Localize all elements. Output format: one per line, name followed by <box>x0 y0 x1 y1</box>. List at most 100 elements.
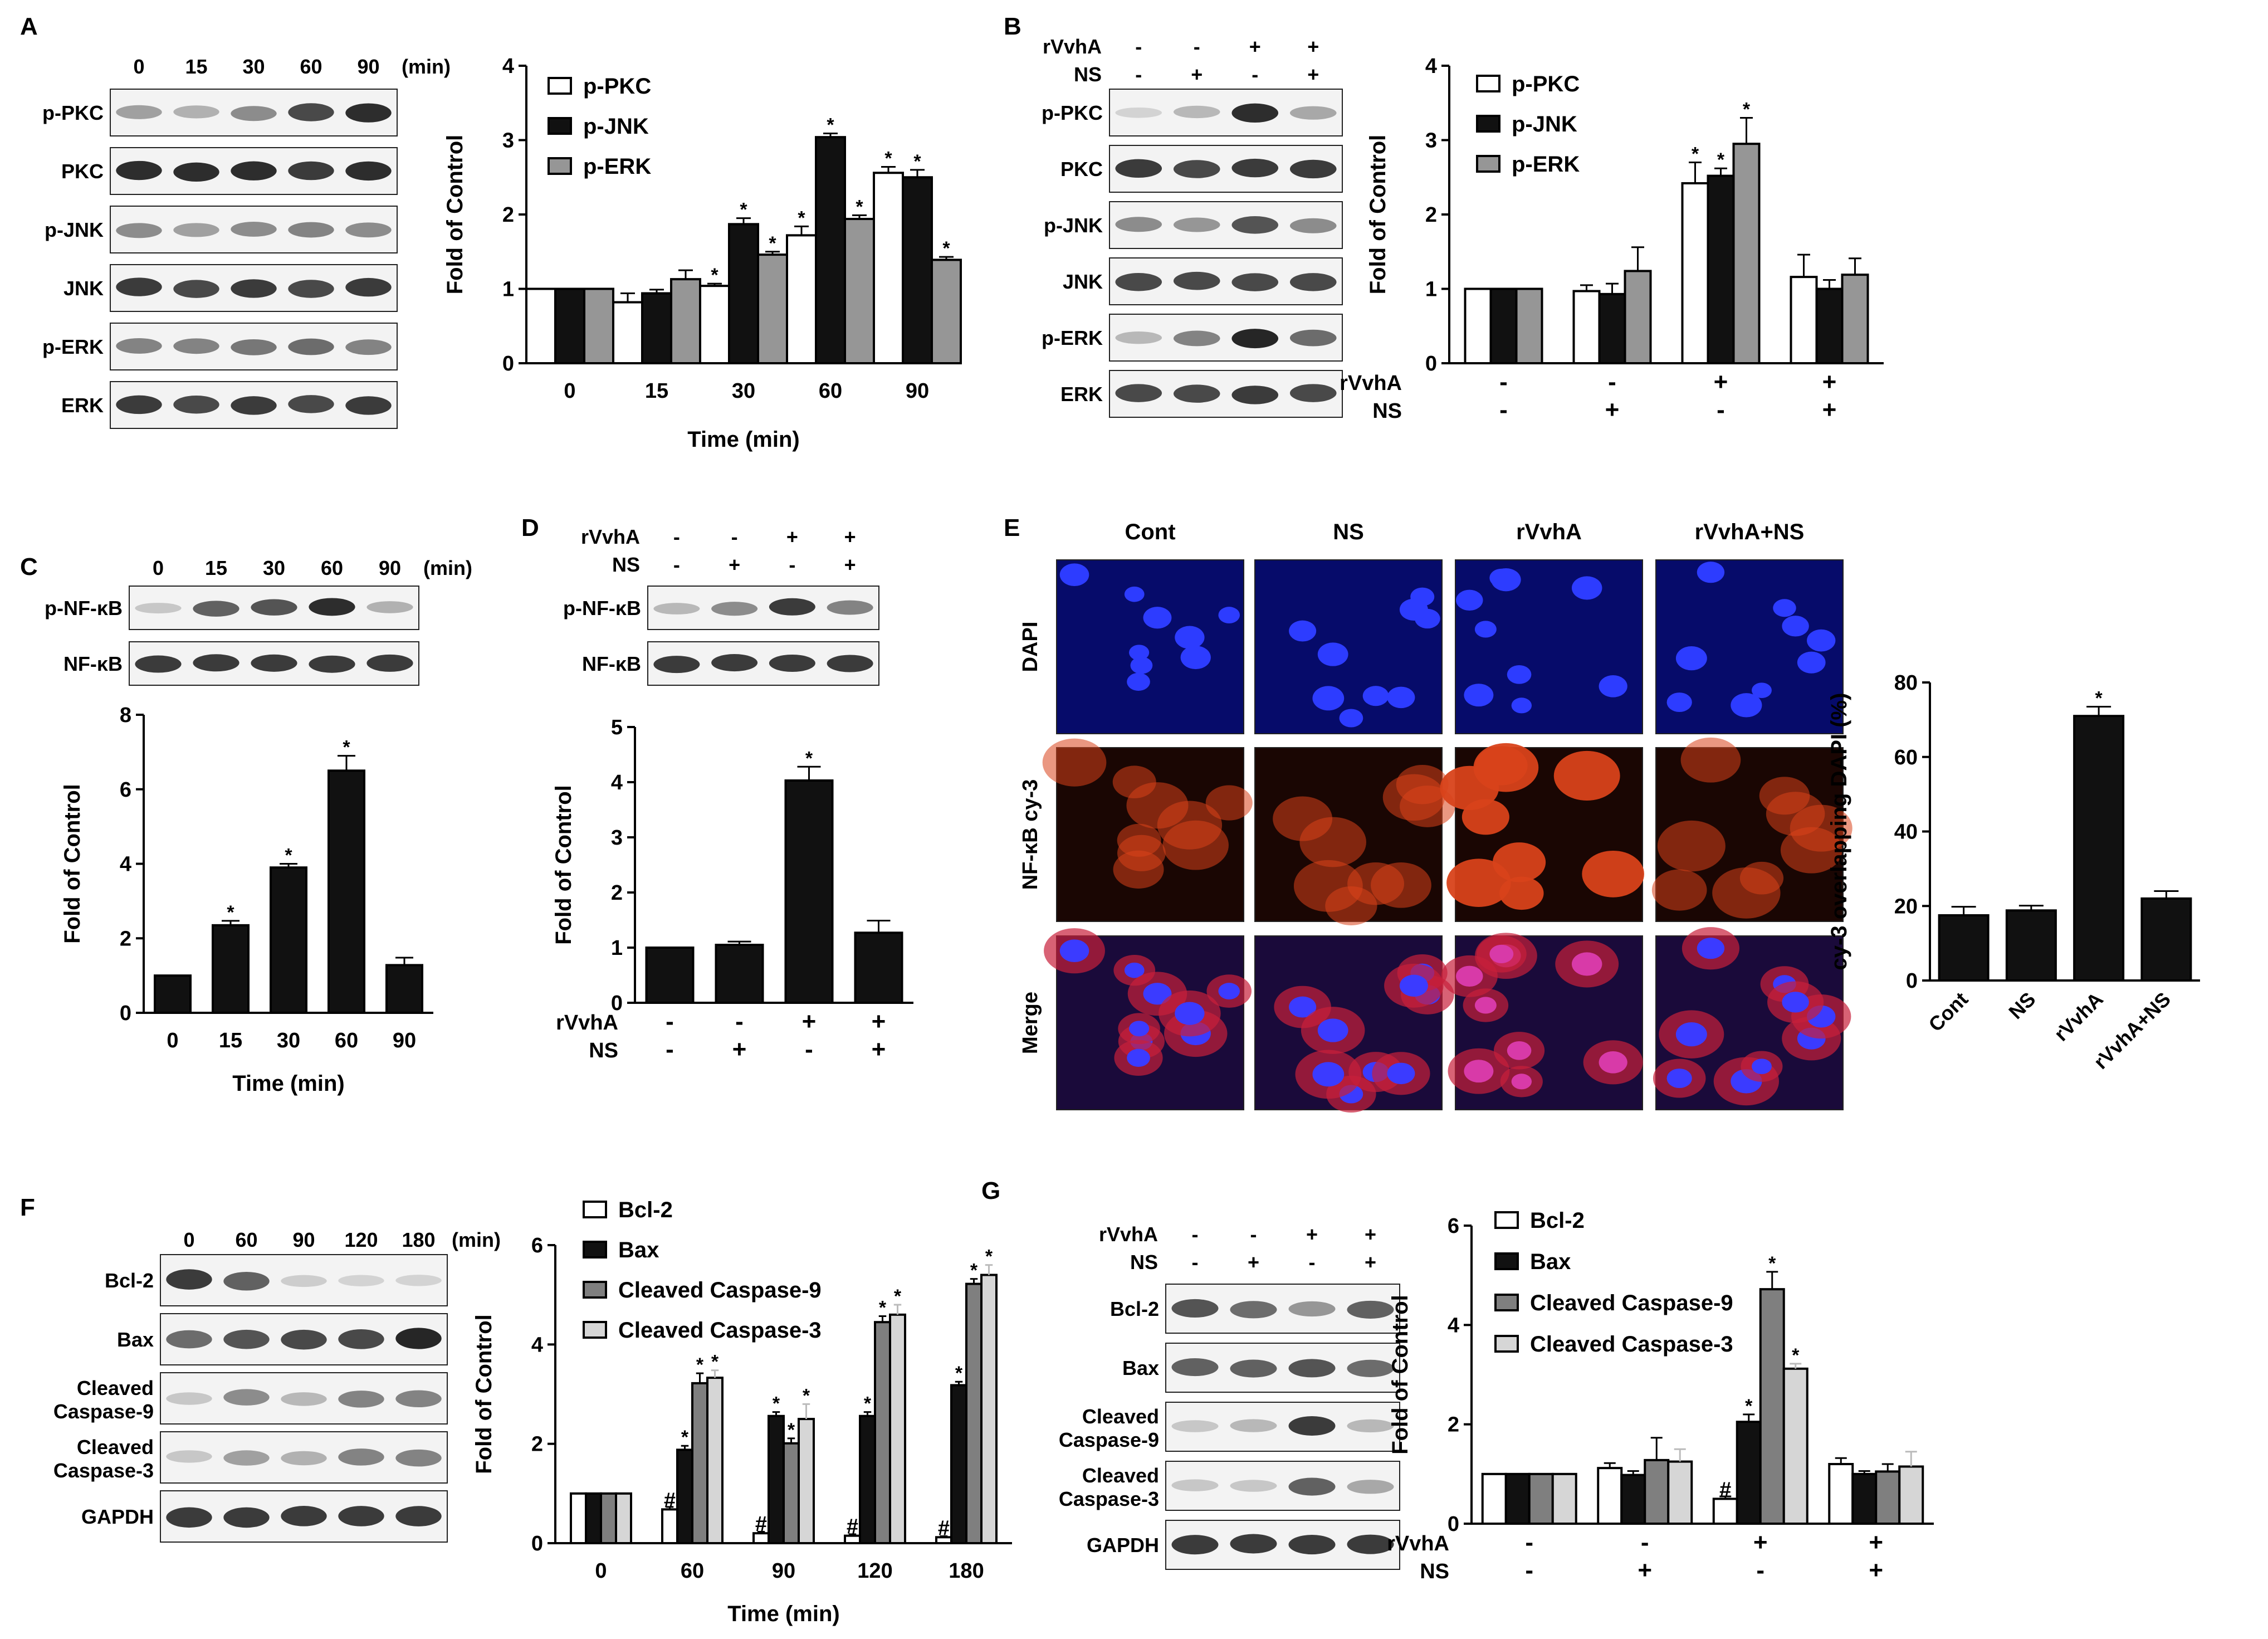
y-tick-label: 6 <box>1448 1214 1459 1238</box>
bar <box>1828 1463 1854 1525</box>
treatment-sign: + <box>844 553 856 576</box>
treatment-sign: + <box>1822 368 1837 396</box>
treatment-sign: + <box>1714 368 1728 396</box>
treatment-label: rVvhA <box>1340 372 1402 395</box>
blot-band <box>251 654 297 672</box>
nucleus <box>1773 599 1796 617</box>
legend-label: Bcl-2 <box>1530 1208 1585 1233</box>
significance-mark: * <box>1743 99 1751 120</box>
nucleus <box>1387 686 1415 709</box>
bar <box>1841 274 1869 365</box>
blot-band <box>345 222 392 238</box>
significance-mark: * <box>227 902 234 923</box>
bar <box>965 1282 983 1545</box>
y-tick-label: 2 <box>1425 203 1437 227</box>
micrograph <box>1651 737 1852 922</box>
x-tick-label: 0 <box>564 379 575 403</box>
blot-band <box>338 1275 384 1286</box>
cy3-cell <box>1651 869 1707 911</box>
bar <box>1759 1288 1785 1525</box>
treatment-sign: + <box>1365 1251 1376 1274</box>
treatment-sign: - <box>666 1008 674 1035</box>
treatment-sign: - <box>731 525 738 548</box>
blot-band <box>1289 106 1337 120</box>
bar <box>2140 897 2192 982</box>
blot-band <box>1288 1301 1336 1317</box>
treatment-sign: + <box>1307 63 1319 86</box>
bar <box>2073 715 2125 982</box>
merged-nucleus <box>1289 996 1317 1018</box>
y-tick-label: 40 <box>1894 821 1918 844</box>
nucleus <box>1464 684 1494 707</box>
treatment-sign: - <box>1192 1251 1199 1274</box>
blot-band <box>231 161 277 181</box>
legend-swatch <box>1494 1335 1519 1353</box>
treatment-sign: + <box>1365 1223 1376 1246</box>
y-tick-label: 0 <box>120 1002 131 1025</box>
blot-band <box>345 339 392 355</box>
significance-mark: * <box>696 1354 704 1375</box>
treatment-sign: + <box>802 1008 817 1035</box>
bar <box>1898 1465 1924 1525</box>
bar <box>1851 1472 1878 1525</box>
blot-band <box>231 221 277 237</box>
bar <box>583 287 614 364</box>
treatment-sign: + <box>1822 396 1837 423</box>
treatment-sign: - <box>805 1036 813 1063</box>
nucleus <box>1129 645 1150 661</box>
blot-band <box>1289 329 1337 347</box>
time-unit-label: (min) <box>423 557 472 579</box>
significance-mark: * <box>285 845 292 866</box>
x-tick-label: 90 <box>772 1559 795 1583</box>
blot-band <box>223 1389 270 1406</box>
significance-mark: * <box>1692 144 1699 165</box>
significance-mark: * <box>740 199 747 221</box>
x-tick-label: 15 <box>219 1029 242 1052</box>
nucleus <box>1752 682 1772 699</box>
y-axis-label: Fold of Control <box>1388 1295 1412 1455</box>
y-tick-label: 2 <box>120 927 131 950</box>
blot-row-label-line: Cleaved <box>77 1436 154 1458</box>
treatment-sign: + <box>872 1036 886 1063</box>
bar <box>889 1313 906 1544</box>
bar <box>786 234 817 364</box>
blot-band <box>1230 1534 1277 1554</box>
merged-nucleus <box>1317 1018 1348 1042</box>
bar <box>1644 1458 1670 1525</box>
blot-band <box>223 1329 270 1349</box>
western-blot: 0 15 30 60 90 (min) p-NF-κB NF-κB <box>45 557 472 686</box>
bar <box>1481 1472 1507 1525</box>
y-tick-label: 3 <box>611 826 623 850</box>
cy3-cell <box>1446 858 1511 908</box>
blot-band <box>1171 1299 1219 1318</box>
bar <box>1504 1472 1531 1525</box>
blot-band <box>281 1451 327 1466</box>
y-tick-label: 0 <box>502 352 514 375</box>
legend-label: Cleaved Caspase-9 <box>618 1278 822 1303</box>
blot-band <box>338 1448 384 1466</box>
micrograph <box>1440 743 1645 922</box>
treatment-label: rVvhA <box>1099 1223 1158 1246</box>
blot-band <box>1288 1477 1336 1496</box>
panel-letter: D <box>521 514 539 542</box>
western-blot: rVvhA - - + + NS - + - + p-NF-κB NF-κB <box>563 525 879 686</box>
legend-swatch <box>548 77 572 95</box>
blot-row-label-line: Cleaved <box>1082 1405 1159 1428</box>
cy3-cell <box>1492 842 1546 882</box>
blot-band <box>193 654 239 672</box>
blot-row-label: Cleaved Caspase-3 <box>1059 1464 1159 1510</box>
legend-label: p-PKC <box>1512 72 1580 96</box>
blot-band <box>281 1329 327 1350</box>
blot-band <box>395 1328 442 1349</box>
blot-row-label: p-NF-κB <box>563 597 641 619</box>
merged-nucleus <box>1464 1060 1494 1083</box>
significance-mark: * <box>970 1260 978 1281</box>
blot-band <box>395 1275 442 1286</box>
legend-label: Bcl-2 <box>618 1198 673 1222</box>
blot-band <box>166 1330 212 1349</box>
x-tick-label: rVvhA <box>2050 988 2108 1046</box>
blot-band <box>1115 217 1162 232</box>
blot-row-label: Bax <box>117 1328 154 1351</box>
